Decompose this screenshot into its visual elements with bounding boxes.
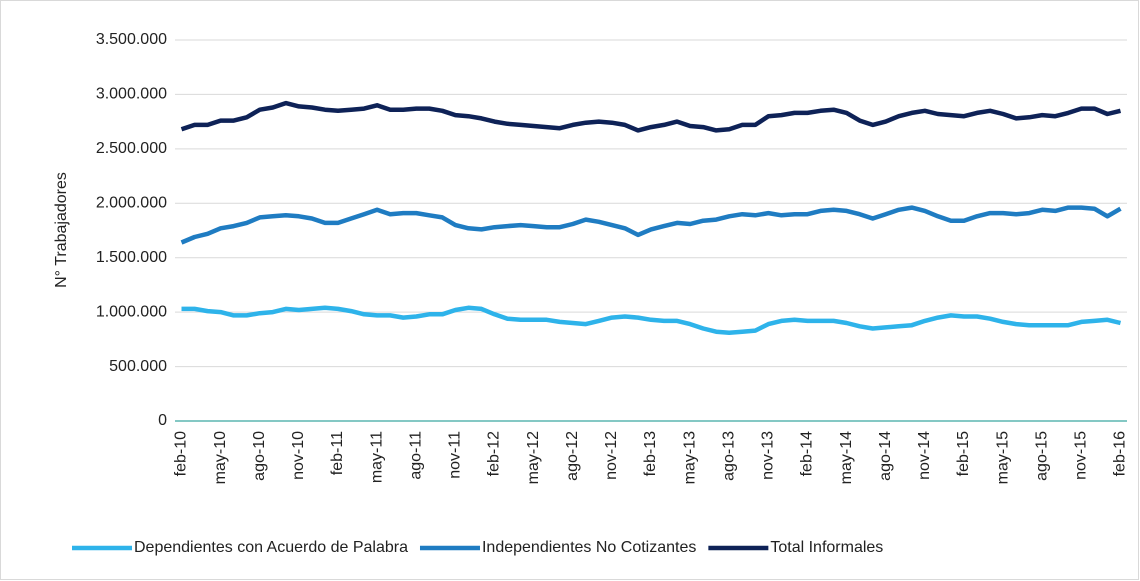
y-tick-label: 0: [158, 412, 167, 429]
legend-label: Independientes No Cotizantes: [482, 539, 696, 556]
x-tick-label: feb-14: [799, 431, 816, 476]
x-tick-label: nov-15: [1073, 431, 1090, 480]
x-tick-label: may-12: [525, 431, 542, 484]
y-tick-label: 1.000.000: [96, 303, 167, 320]
x-tick-label: nov-14: [916, 431, 933, 480]
y-tick-label: 2.000.000: [96, 195, 167, 212]
y-tick-label: 500.000: [109, 358, 167, 375]
x-tick-label: nov-12: [603, 431, 620, 480]
x-tick-label: feb-16: [1112, 431, 1129, 476]
legend-label: Dependientes con Acuerdo de Palabra: [134, 539, 408, 556]
x-tick-label: ago-15: [1033, 431, 1050, 481]
series-line: [181, 305, 1122, 336]
y-axis-title: N° Trabajadores: [53, 172, 70, 288]
x-tick-label: ago-12: [564, 431, 581, 481]
x-tick-label: may-15: [994, 431, 1011, 484]
x-tick-label: ago-10: [251, 431, 268, 481]
legend-label: Total Informales: [770, 539, 883, 556]
y-tick-label: 2.500.000: [96, 140, 167, 157]
x-tick-label: ago-11: [407, 431, 424, 480]
x-tick-label: nov-10: [290, 431, 307, 480]
series-line: [180, 205, 1122, 245]
x-tick-label: feb-11: [329, 431, 346, 475]
y-tick-label: 3.000.000: [96, 86, 167, 103]
x-tick-label: may-11: [368, 431, 385, 483]
x-tick-label: feb-15: [955, 431, 972, 476]
series-line: [180, 100, 1122, 133]
x-tick-label: ago-13: [720, 431, 737, 481]
x-tick-label: may-14: [838, 431, 855, 484]
x-tick-label: feb-12: [486, 431, 503, 476]
x-tick-label: feb-13: [642, 431, 659, 476]
x-tick-label: may-13: [681, 431, 698, 484]
y-tick-label: 1.500.000: [96, 249, 167, 266]
y-tick-label: 3.500.000: [96, 31, 167, 48]
x-tick-label: nov-13: [760, 431, 777, 480]
x-tick-label: ago-14: [877, 431, 894, 481]
x-tick-label: may-10: [212, 431, 229, 484]
x-tick-label: feb-10: [173, 431, 190, 476]
x-tick-label: nov-11: [447, 431, 464, 479]
